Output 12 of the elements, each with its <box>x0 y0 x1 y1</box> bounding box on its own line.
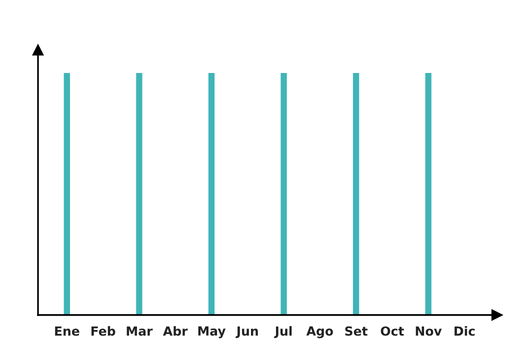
x-tick-label: Ene <box>55 326 80 336</box>
x-tick-label: Oct <box>380 326 404 336</box>
x-tick-label: May <box>198 326 226 338</box>
x-tick-label: Abr <box>163 326 188 336</box>
x-tick-label: Set <box>345 326 368 336</box>
x-tick-label: Feb <box>91 326 116 336</box>
x-tick-label: Jul <box>274 326 292 338</box>
x-tick-label: Nov <box>416 326 442 336</box>
x-tick-label: Dic <box>454 326 475 336</box>
x-tick-label: Jun <box>236 326 258 338</box>
x-tick-label: Ago <box>306 326 333 338</box>
x-tick-label: Mar <box>126 326 153 336</box>
